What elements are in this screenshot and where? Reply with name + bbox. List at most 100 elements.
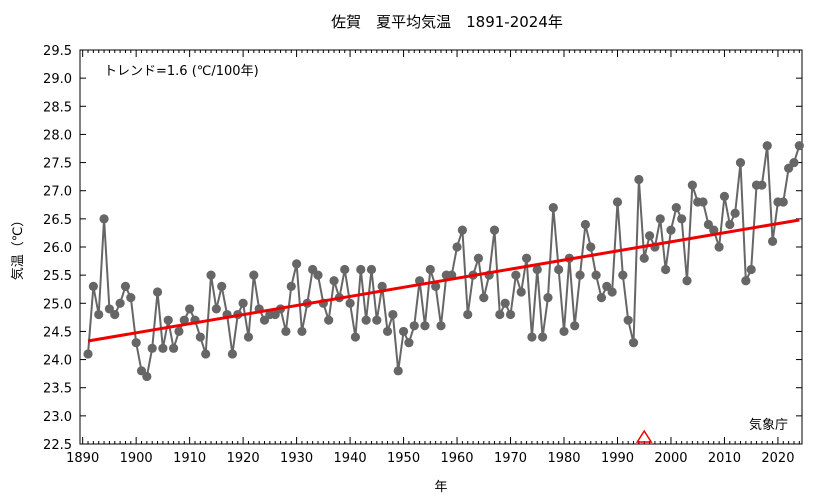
- data-point: [457, 225, 467, 235]
- data-point: [794, 141, 804, 151]
- y-tick-label: 25.5: [43, 269, 72, 284]
- data-point: [612, 197, 623, 207]
- data-point: [201, 349, 211, 359]
- data-point: [644, 231, 655, 241]
- data-point: [398, 326, 409, 337]
- chart-title: 佐賀 夏平均気温 1891-2024年: [331, 13, 563, 31]
- data-point: [607, 287, 617, 297]
- data-point: [559, 326, 569, 337]
- y-tick-label: 29.5: [43, 44, 72, 59]
- data-point: [778, 197, 788, 207]
- data-point: [725, 219, 735, 230]
- data-point: [575, 270, 585, 280]
- data-point: [163, 315, 173, 325]
- data-point: [671, 203, 681, 213]
- data-point: [500, 298, 510, 308]
- data-point: [227, 349, 238, 359]
- x-tick-label: 1970: [494, 451, 527, 466]
- y-tick-label: 22.5: [43, 438, 72, 453]
- data-point: [495, 309, 505, 320]
- data-point: [511, 270, 521, 280]
- data-point: [185, 304, 195, 314]
- data-point: [206, 270, 216, 280]
- data-point: [687, 180, 697, 190]
- data-point: [350, 332, 361, 342]
- data-point: [94, 309, 104, 320]
- data-point: [372, 315, 382, 325]
- data-point: [463, 309, 473, 320]
- data-point: [666, 225, 676, 235]
- y-tick-label: 24.5: [43, 325, 72, 340]
- x-tick-label: 1990: [601, 451, 634, 466]
- data-point: [538, 332, 548, 342]
- data-point: [618, 270, 628, 280]
- y-tick-label: 23.0: [43, 410, 72, 425]
- data-point: [709, 225, 719, 235]
- data-point: [767, 236, 778, 246]
- data-point: [431, 281, 441, 291]
- x-tick-label: 2020: [761, 451, 794, 466]
- data-point: [168, 343, 179, 353]
- data-point: [532, 264, 542, 275]
- data-point: [131, 338, 141, 348]
- data-point: [99, 214, 109, 224]
- x-tick-label: 1980: [547, 451, 580, 466]
- data-point: [393, 366, 403, 376]
- data-point: [655, 214, 665, 224]
- x-tick-label: 1930: [280, 451, 313, 466]
- x-tick-label: 1920: [227, 451, 260, 466]
- data-point: [479, 293, 489, 303]
- data-point: [596, 293, 607, 303]
- data-point: [762, 141, 772, 151]
- data-point: [297, 326, 307, 337]
- data-point: [404, 338, 414, 348]
- y-tick-label: 29.0: [43, 72, 72, 87]
- y-tick-label: 26.5: [43, 213, 72, 228]
- x-tick-label: 1900: [120, 451, 153, 466]
- trend-label: トレンド=1.6 (℃/100年): [104, 64, 259, 79]
- data-point: [714, 242, 724, 252]
- data-point: [757, 180, 767, 190]
- trend-line: [87, 218, 800, 343]
- data-point: [730, 208, 740, 218]
- data-point: [243, 332, 254, 342]
- data-point: [313, 270, 323, 280]
- y-tick-label: 28.0: [43, 128, 72, 143]
- trend: [87, 218, 800, 343]
- data-point: [698, 197, 708, 207]
- data-point: [217, 281, 227, 291]
- y-tick-label: 27.5: [43, 157, 72, 172]
- data-point: [179, 315, 189, 325]
- data-point: [425, 264, 435, 275]
- data-point: [88, 281, 98, 291]
- data-point: [580, 219, 591, 230]
- data-point: [366, 264, 377, 275]
- data-point: [420, 321, 430, 331]
- data-point: [719, 191, 730, 201]
- data-point: [382, 326, 393, 337]
- data-point: [591, 270, 601, 280]
- data-point: [505, 309, 516, 320]
- data-point: [195, 332, 205, 342]
- station-change-marker: [635, 429, 653, 443]
- data-point: [554, 264, 564, 275]
- data-point: [281, 326, 291, 337]
- data-point: [682, 276, 692, 286]
- data-point: [238, 298, 248, 308]
- data-point: [115, 298, 125, 308]
- data-point: [292, 259, 302, 269]
- data-point: [741, 276, 751, 286]
- x-tick-label: 2000: [654, 451, 687, 466]
- x-tick-label: 1950: [387, 451, 420, 466]
- data-point: [586, 242, 596, 252]
- markers: [635, 429, 653, 443]
- x-axis-label: 年: [434, 480, 447, 495]
- data-point: [142, 371, 152, 382]
- data-point: [527, 332, 537, 342]
- y-tick-label: 26.0: [43, 241, 72, 256]
- data-point: [548, 203, 558, 213]
- data-point: [110, 309, 120, 320]
- data-point: [735, 157, 746, 168]
- x-tick-label: 1890: [66, 451, 99, 466]
